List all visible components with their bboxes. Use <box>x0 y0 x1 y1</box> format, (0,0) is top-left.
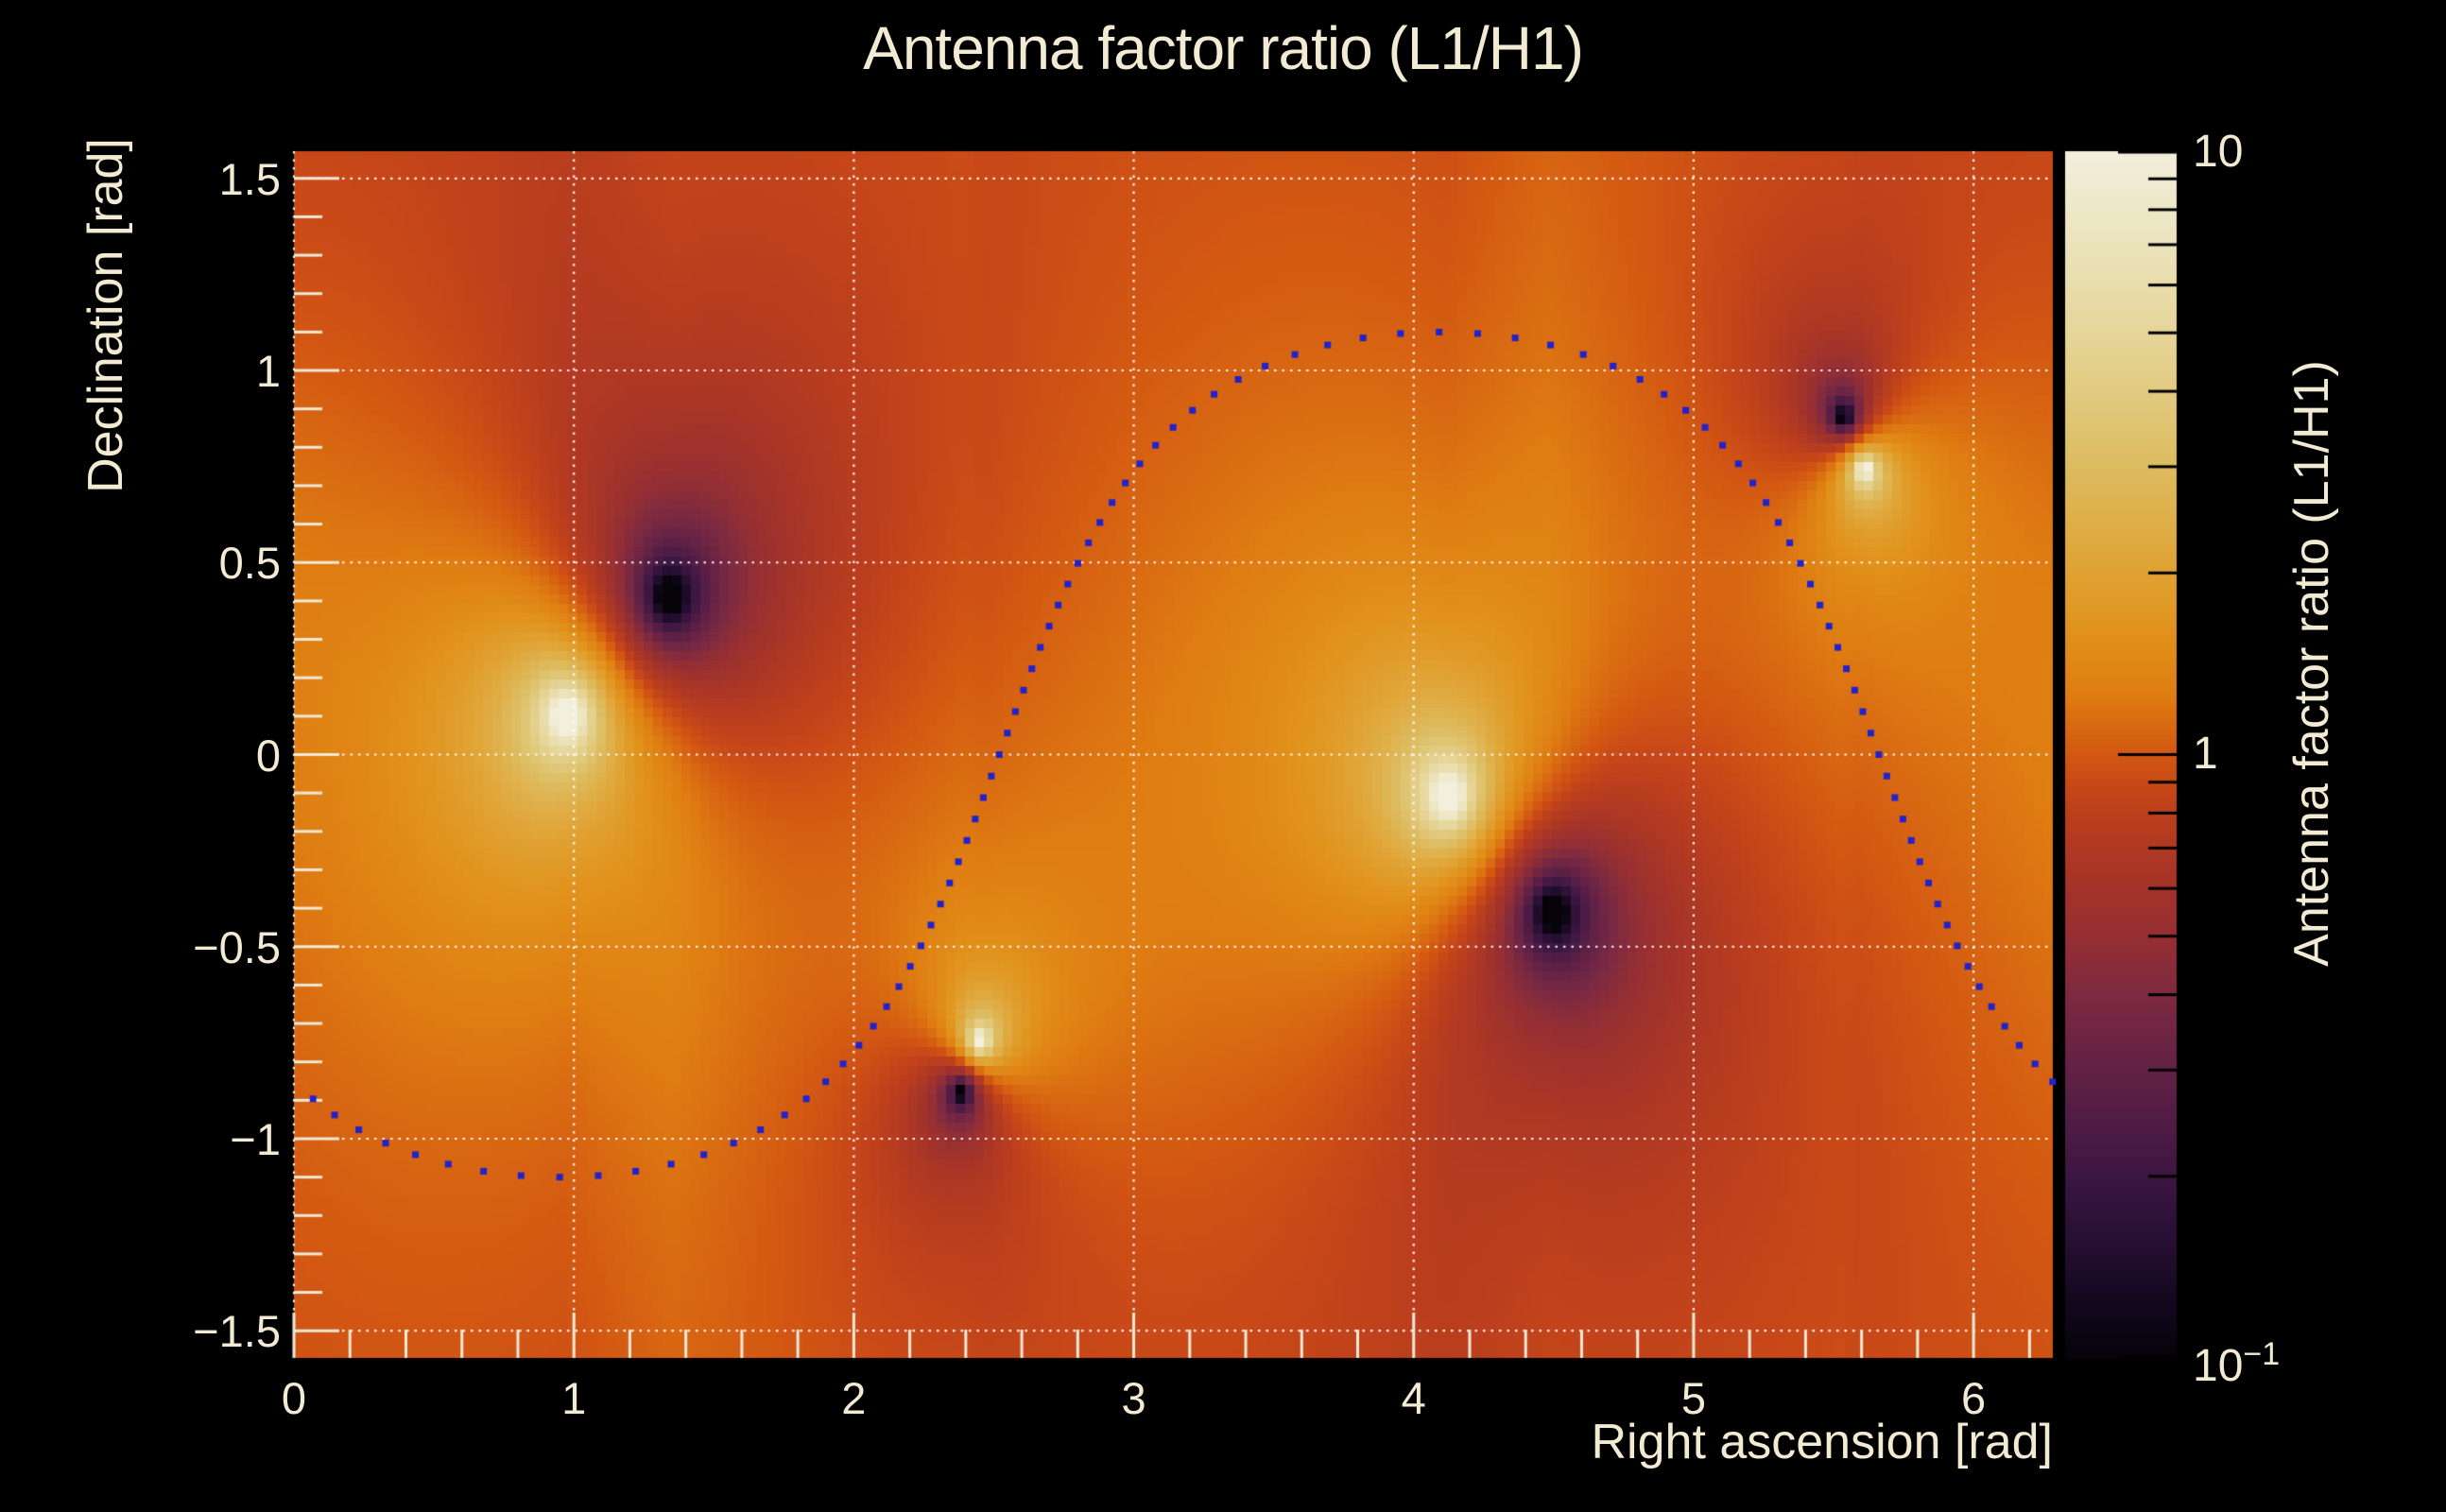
x-tick-label: 6 <box>1961 1373 1987 1423</box>
y-tick-label: −1 <box>230 1113 281 1164</box>
colorbar-axis-title: Antenna factor ratio (L1/H1) <box>2284 360 2339 967</box>
x-tick-label: 1 <box>561 1373 587 1423</box>
y-tick-label: −0.5 <box>193 921 281 972</box>
y-tick-label: 1 <box>255 346 281 397</box>
y-axis-title: Declination [rad] <box>78 138 133 493</box>
x-axis-title: Right ascension [rad] <box>1591 1415 2054 1469</box>
colorbar-min-label: 10−1 <box>2193 1336 2280 1392</box>
colorbar-min-label-base: 10 <box>2193 1341 2244 1391</box>
page-title: Antenna factor ratio (L1/H1) <box>863 14 1584 82</box>
x-tick-label: 2 <box>841 1373 867 1423</box>
y-tick-label: 0.5 <box>218 538 281 589</box>
x-tick-label: 4 <box>1401 1373 1426 1423</box>
colorbar-min-label-exponent: −1 <box>2243 1336 2281 1372</box>
x-tick-label: 3 <box>1121 1373 1146 1423</box>
y-tick-label: −1.5 <box>193 1306 281 1357</box>
x-tick-label: 5 <box>1680 1373 1706 1423</box>
x-tick-label: 0 <box>281 1373 307 1423</box>
y-tick-label: 1.5 <box>218 153 281 204</box>
colorbar-unity-label: 1 <box>2193 729 2218 779</box>
colorbar-max-label: 10 <box>2193 127 2244 177</box>
y-tick-label: 0 <box>255 730 281 781</box>
